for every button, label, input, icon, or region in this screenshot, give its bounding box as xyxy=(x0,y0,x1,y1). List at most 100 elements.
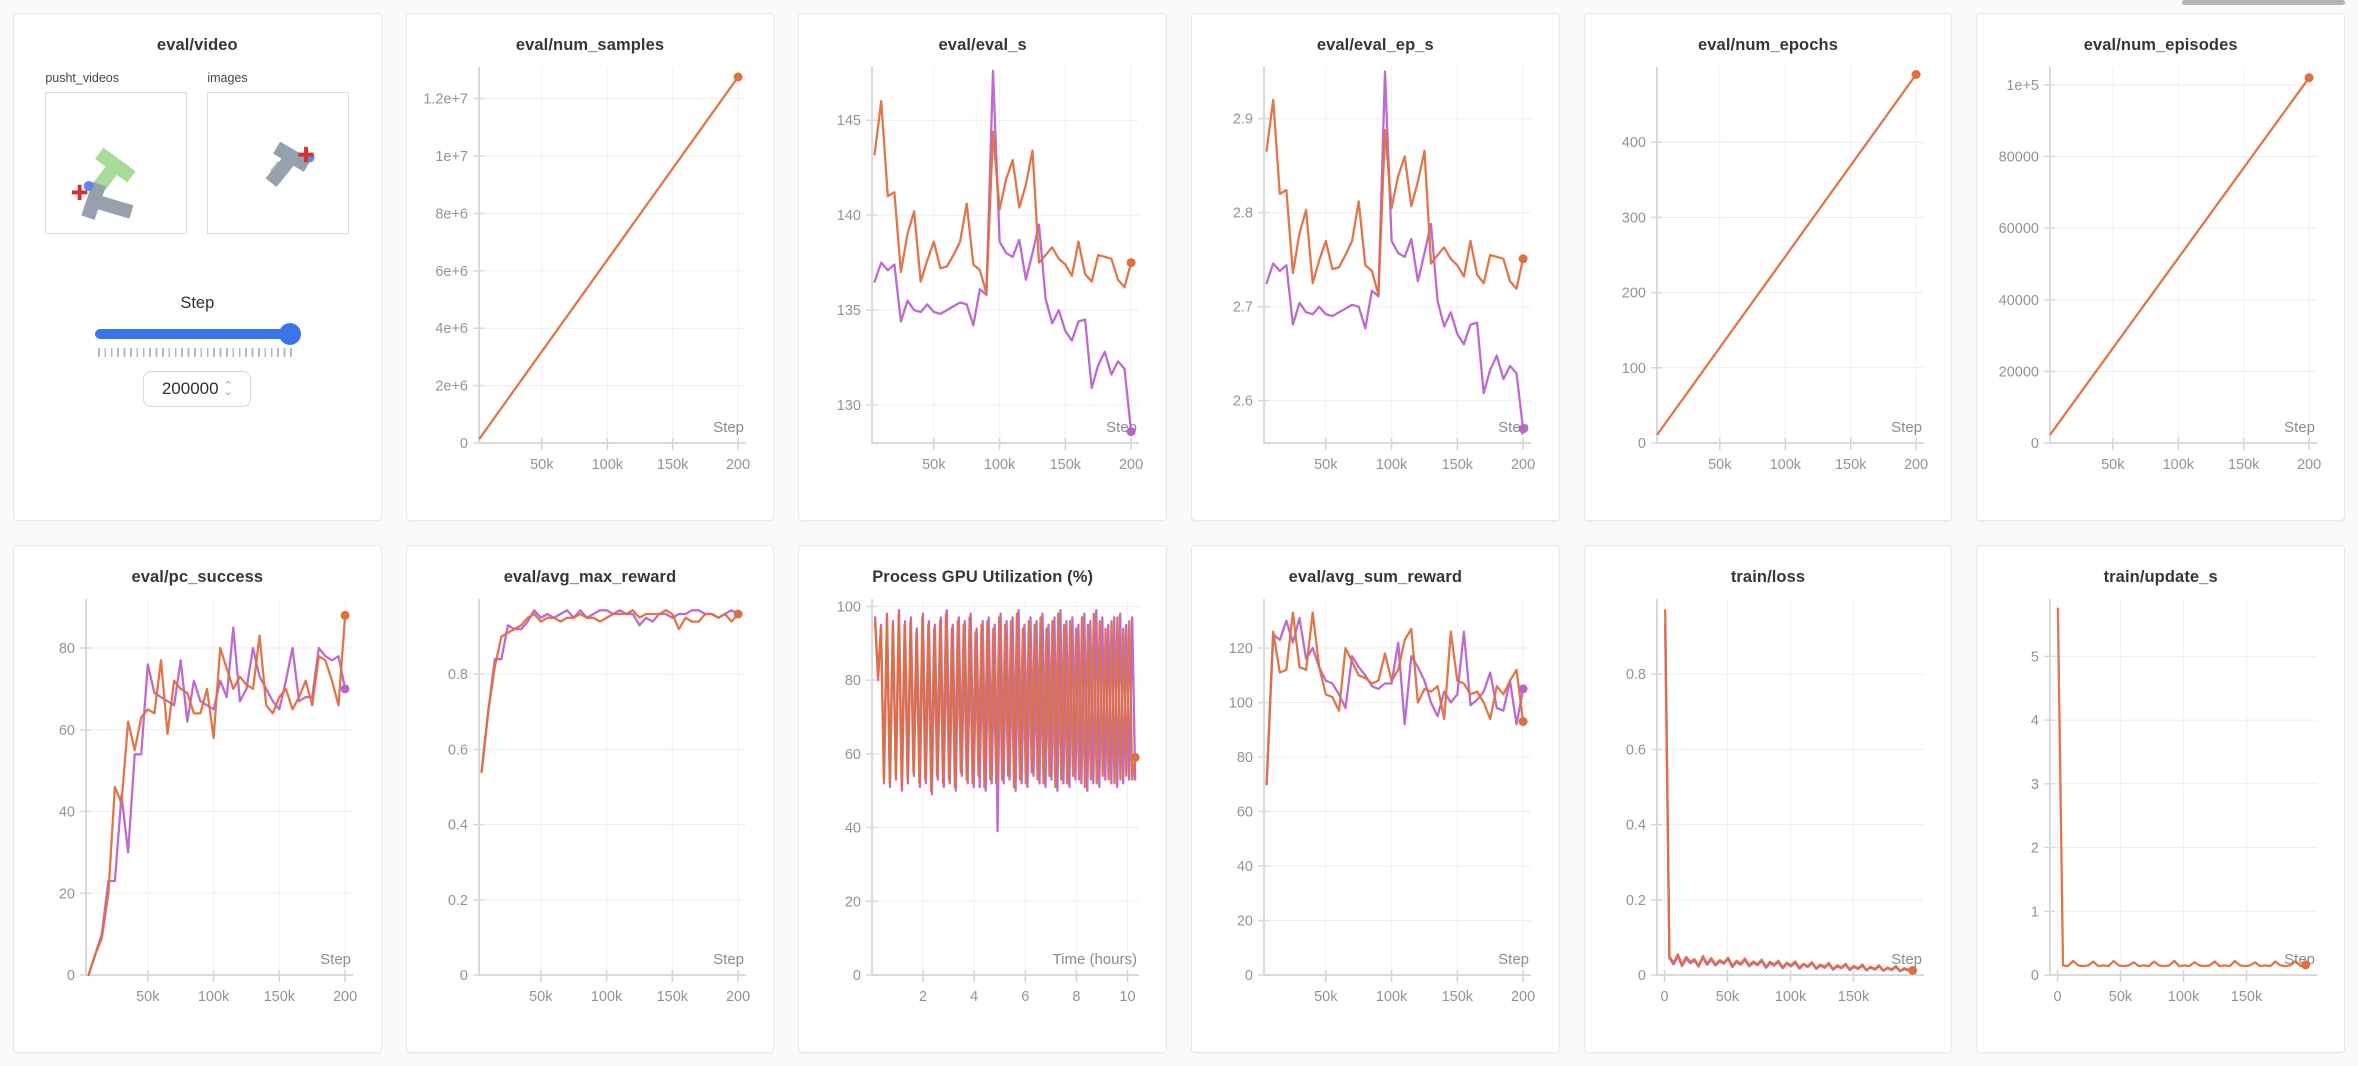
svg-text:20: 20 xyxy=(1237,914,1253,930)
svg-text:2.9: 2.9 xyxy=(1233,112,1253,128)
svg-text:100k: 100k xyxy=(984,457,1016,473)
chart-title: eval/pc_success xyxy=(131,568,264,586)
svg-text:150k: 150k xyxy=(1838,989,1870,1005)
chart-title: eval/eval_s xyxy=(938,36,1027,54)
svg-text:Step: Step xyxy=(1891,419,1922,436)
chart-eval-eval-s[interactable]: 50k 100k 150k 200 130 135 140 145 Step xyxy=(799,59,1166,489)
svg-text:0: 0 xyxy=(460,436,468,452)
svg-text:50k: 50k xyxy=(529,989,553,1005)
chart-title: eval/avg_max_reward xyxy=(503,568,677,586)
chart-title: Process GPU Utilization (%) xyxy=(872,568,1094,586)
svg-text:40: 40 xyxy=(845,821,861,837)
slider-tick-ruler xyxy=(98,348,297,357)
chart-title: eval/avg_sum_reward xyxy=(1288,568,1463,586)
svg-text:Time (hours): Time (hours) xyxy=(1052,951,1136,968)
svg-text:140: 140 xyxy=(836,208,860,224)
panel-title-eval-video: eval/video xyxy=(156,36,238,54)
svg-text:200: 200 xyxy=(1904,457,1928,473)
svg-text:40000: 40000 xyxy=(1998,293,2038,309)
svg-text:0: 0 xyxy=(460,968,468,984)
chart-eval-eval-ep-s[interactable]: 50k 100k 150k 200 2.6 2.7 2.8 2.9 Step xyxy=(1192,59,1559,489)
svg-text:Step: Step xyxy=(2284,419,2315,436)
svg-text:0.4: 0.4 xyxy=(448,818,468,834)
chart-eval-num-epochs[interactable]: 50k 100k 150k 200 0 100 200 300 400 Step xyxy=(1585,59,1952,489)
svg-text:100: 100 xyxy=(1229,696,1253,712)
svg-text:200: 200 xyxy=(333,989,357,1005)
svg-text:80: 80 xyxy=(59,641,75,657)
svg-text:Step: Step xyxy=(713,419,744,436)
stepper-down-icon[interactable]: ⌄ xyxy=(223,386,233,398)
svg-text:0.8: 0.8 xyxy=(448,667,468,683)
svg-text:20: 20 xyxy=(845,894,861,910)
svg-text:2.6: 2.6 xyxy=(1233,394,1253,410)
panel-eval-video: eval/video pusht_videos images xyxy=(13,13,382,521)
line-chart-svg: 0 50k 100k 150k 0 0.2 0.4 0.6 0.8 Step xyxy=(1626,599,1924,1005)
line-chart-svg: 50k 100k 150k 200 0 20000 40000 60000 80000 1e+5 S… xyxy=(1998,67,2321,473)
svg-text:100k: 100k xyxy=(2162,457,2194,473)
slider-track[interactable] xyxy=(95,329,300,339)
svg-text:0: 0 xyxy=(1245,968,1253,984)
svg-text:150k: 150k xyxy=(657,989,689,1005)
step-input[interactable]: 200000 ⌃ ⌄ xyxy=(143,371,252,407)
svg-text:150k: 150k xyxy=(2230,989,2262,1005)
chart-eval-num-samples[interactable]: 50k 100k 150k 200 0 2e+6 4e+6 6e+6 8e+6 1e+7 1.2e+… xyxy=(407,59,774,489)
line-chart-svg: 50k 100k 150k 200 0 20 40 60 80 100 120 Step xyxy=(1229,599,1536,1005)
svg-text:100k: 100k xyxy=(592,457,624,473)
chart-eval-avg-sum-reward[interactable]: 50k 100k 150k 200 0 20 40 60 80 100 120 Step xyxy=(1192,591,1559,1021)
stepper-arrows: ⌃ ⌄ xyxy=(223,379,233,398)
svg-text:200: 200 xyxy=(1511,989,1535,1005)
image-thumbnail[interactable] xyxy=(207,92,350,234)
svg-text:0.2: 0.2 xyxy=(1626,893,1646,909)
svg-text:200: 200 xyxy=(1119,457,1143,473)
svg-text:60: 60 xyxy=(1237,805,1253,821)
svg-text:50k: 50k xyxy=(1708,457,1732,473)
chart-title: train/loss xyxy=(1730,568,1806,586)
chart-process-gpu-utilization[interactable]: 2 4 6 8 10 0 20 40 60 80 100 Time (hours) xyxy=(799,591,1166,1021)
panel-process-gpu-utilization: Process GPU Utilization (%) 2 4 6 8 10 0 20 40 6… xyxy=(798,545,1167,1053)
svg-text:0: 0 xyxy=(2053,989,2061,1005)
svg-text:100: 100 xyxy=(1622,361,1646,377)
svg-text:100k: 100k xyxy=(198,989,230,1005)
svg-text:150k: 150k xyxy=(1442,457,1474,473)
svg-text:0.2: 0.2 xyxy=(448,893,468,909)
svg-text:8: 8 xyxy=(1072,989,1080,1005)
pusht-video-thumbnail[interactable] xyxy=(45,92,188,234)
panel-eval-avg-max-reward: eval/avg_max_reward 50k 100k 150k 200 0 0.2 0.… xyxy=(405,545,775,1053)
stepper-up-icon[interactable]: ⌃ xyxy=(223,379,233,392)
horizontal-scrollbar-thumb[interactable] xyxy=(2182,0,2345,5)
chart-title: eval/num_epochs xyxy=(1698,36,1838,54)
svg-text:80000: 80000 xyxy=(1998,150,2038,166)
chart-eval-num-episodes[interactable]: 50k 100k 150k 200 0 20000 40000 60000 80000 1e+5 S… xyxy=(1977,59,2344,489)
media-pusht-videos: pusht_videos xyxy=(45,71,188,234)
chart-train-loss[interactable]: 0 50k 100k 150k 0 0.2 0.4 0.6 0.8 Step xyxy=(1585,591,1952,1021)
chart-title: train/update_s xyxy=(2103,568,2218,586)
svg-text:50k: 50k xyxy=(922,457,946,473)
step-control: Step 200000 ⌃ ⌄ xyxy=(14,294,381,407)
chart-eval-avg-max-reward[interactable]: 50k 100k 150k 200 0 0.2 0.4 0.6 0.8 Step xyxy=(407,591,774,1021)
images-scene-drawing xyxy=(265,141,315,188)
chart-eval-pc-success[interactable]: 50k 100k 150k 200 0 20 40 60 80 Step xyxy=(14,591,381,1021)
panel-eval-avg-sum-reward: eval/avg_sum_reward 50k 100k 150k 200 0 20 40 6… xyxy=(1190,545,1560,1053)
step-slider[interactable] xyxy=(95,323,302,345)
chart-train-update-s[interactable]: 0 50k 100k 150k 0 1 2 3 4 5 Step xyxy=(1977,591,2344,1021)
svg-text:150k: 150k xyxy=(2228,457,2260,473)
svg-text:200: 200 xyxy=(1511,457,1535,473)
svg-text:6: 6 xyxy=(1021,989,1029,1005)
panel-train-loss: train/loss 0 50k 100k 150k 0 0.2 0.4 0.6 0.8 Step xyxy=(1583,545,1953,1053)
svg-text:80: 80 xyxy=(845,673,861,689)
svg-text:100k: 100k xyxy=(1376,457,1408,473)
svg-text:1.2e+7: 1.2e+7 xyxy=(423,92,468,108)
chart-title: eval/eval_ep_s xyxy=(1316,36,1434,54)
svg-text:50k: 50k xyxy=(2101,457,2125,473)
svg-text:5: 5 xyxy=(2031,649,2039,665)
svg-text:1e+5: 1e+5 xyxy=(2006,78,2039,94)
svg-text:100k: 100k xyxy=(591,989,623,1005)
svg-text:135: 135 xyxy=(836,303,860,319)
svg-text:200: 200 xyxy=(2297,457,2321,473)
svg-text:150k: 150k xyxy=(1442,989,1474,1005)
step-input-value[interactable]: 200000 xyxy=(161,379,219,398)
slider-thumb[interactable] xyxy=(279,323,302,345)
svg-text:0: 0 xyxy=(1638,968,1646,984)
